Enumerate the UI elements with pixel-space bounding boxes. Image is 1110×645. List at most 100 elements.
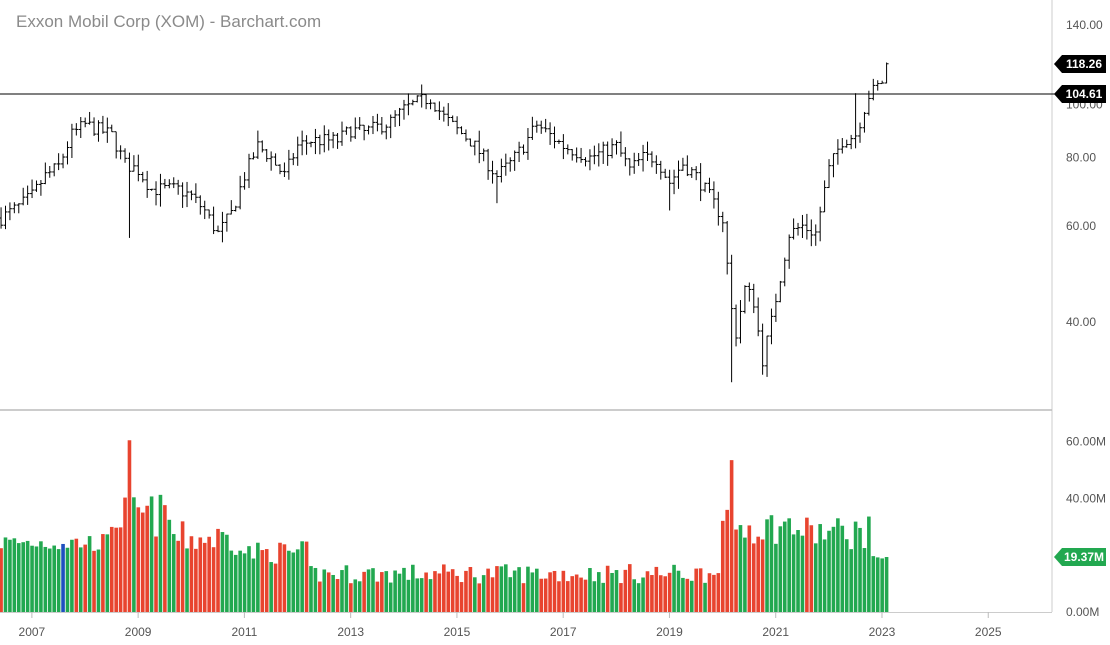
volume-bar	[539, 578, 544, 612]
volume-bar	[760, 539, 765, 612]
volume-bar	[225, 534, 229, 612]
volume-bar	[202, 542, 207, 612]
volume-bar	[132, 497, 136, 612]
volume-bar	[211, 547, 216, 612]
volume-bar	[747, 525, 752, 612]
volume-bar	[318, 581, 322, 612]
volume-bar	[681, 577, 685, 612]
volume-bar	[371, 568, 375, 612]
volume-bar	[720, 520, 725, 612]
volume-bar	[114, 527, 118, 612]
volume-bar	[269, 562, 273, 612]
volume-bar	[588, 568, 592, 612]
volume-bar	[123, 497, 127, 612]
last-price-badge: 118.26	[1054, 54, 1106, 73]
volume-bar	[433, 571, 437, 612]
volume-bar	[822, 539, 827, 612]
volume-bar	[216, 528, 220, 612]
volume-bar	[136, 507, 141, 612]
volume-bar	[411, 564, 415, 612]
volume-bar	[12, 538, 17, 612]
overlays: 118.26 104.61 19.37M	[0, 54, 1106, 567]
volume-bar	[349, 583, 353, 612]
volume-bar	[8, 539, 12, 612]
volume-bar	[309, 566, 313, 612]
x-tick-label: 2009	[125, 625, 152, 639]
volume-bar	[25, 540, 30, 612]
volume-bar	[375, 581, 380, 612]
volume-bar	[782, 521, 787, 612]
volume-bar	[167, 519, 172, 612]
volume-bar	[459, 582, 464, 612]
volume-bar	[543, 578, 548, 612]
volume-bar	[756, 536, 760, 612]
volume-bar	[61, 543, 65, 612]
volume-bar	[30, 545, 34, 612]
volume-bar	[291, 552, 296, 612]
volume-bar	[251, 558, 256, 612]
volume-bar	[526, 566, 530, 612]
last-volume-badge: 19.37M	[1054, 548, 1106, 567]
x-tick-label: 2021	[762, 625, 789, 639]
volume-bar	[322, 569, 327, 612]
volume-bar	[380, 572, 384, 612]
volume-bar	[800, 535, 805, 612]
last-price-badge-label: 118.26	[1066, 57, 1102, 71]
x-tick-label: 2023	[869, 625, 896, 639]
volume-bar	[264, 549, 269, 612]
volume-bar	[596, 572, 601, 612]
volume-bar	[517, 567, 521, 612]
volume-bar	[39, 541, 43, 612]
volume-bar	[74, 538, 79, 612]
volume-bar	[712, 574, 716, 612]
volume-bar	[118, 527, 123, 612]
volume-bar	[548, 572, 552, 612]
volume-bar	[468, 567, 473, 612]
volume-bar	[787, 518, 791, 612]
volume-bar	[3, 537, 8, 612]
x-tick-label: 2013	[337, 625, 364, 639]
volume-bar	[344, 565, 349, 612]
volume-bar	[579, 577, 583, 612]
volume-bar	[198, 537, 203, 612]
chart-title: Exxon Mobil Corp (XOM) - Barchart.com	[16, 12, 322, 31]
volume-y-tick-label: 60.00M	[1066, 435, 1106, 449]
volume-bar	[415, 578, 420, 612]
reference-line-badge-shape	[1054, 85, 1106, 104]
volume-bar	[362, 571, 366, 612]
volume-bar	[109, 526, 114, 612]
volume-bar	[442, 564, 446, 612]
volume-bar	[636, 583, 641, 612]
volume-bar	[654, 566, 659, 612]
volume-bar	[601, 582, 606, 612]
volume-bar	[818, 524, 822, 612]
volume-bar	[583, 579, 588, 612]
volume-bar	[627, 564, 632, 612]
volume-bar	[499, 566, 504, 612]
volume-bar	[614, 570, 619, 612]
volume-bar	[557, 581, 561, 612]
volume-bar	[34, 546, 39, 612]
volume-bar	[530, 572, 535, 612]
volume-bar	[70, 539, 74, 612]
volume-bar	[384, 571, 389, 612]
volume-bar	[158, 494, 163, 612]
volume-bar	[473, 577, 477, 612]
volume-bar	[849, 549, 853, 612]
volume-y-axis: 60.00M 40.00M 0.00M	[1066, 435, 1106, 619]
volume-bar	[419, 578, 424, 612]
volume-bar	[508, 577, 513, 612]
volume-bar	[406, 579, 411, 612]
volume-bar	[56, 549, 61, 612]
reference-line-badge: 104.61	[1054, 85, 1106, 104]
volume-bar	[105, 534, 110, 612]
x-tick-label: 2015	[444, 625, 471, 639]
volume-bar	[397, 573, 402, 612]
volume-bar	[92, 550, 96, 612]
volume-bar	[486, 568, 490, 612]
x-tick-label: 2019	[656, 625, 683, 639]
volume-bar	[220, 532, 225, 612]
volume-bar	[610, 572, 614, 612]
